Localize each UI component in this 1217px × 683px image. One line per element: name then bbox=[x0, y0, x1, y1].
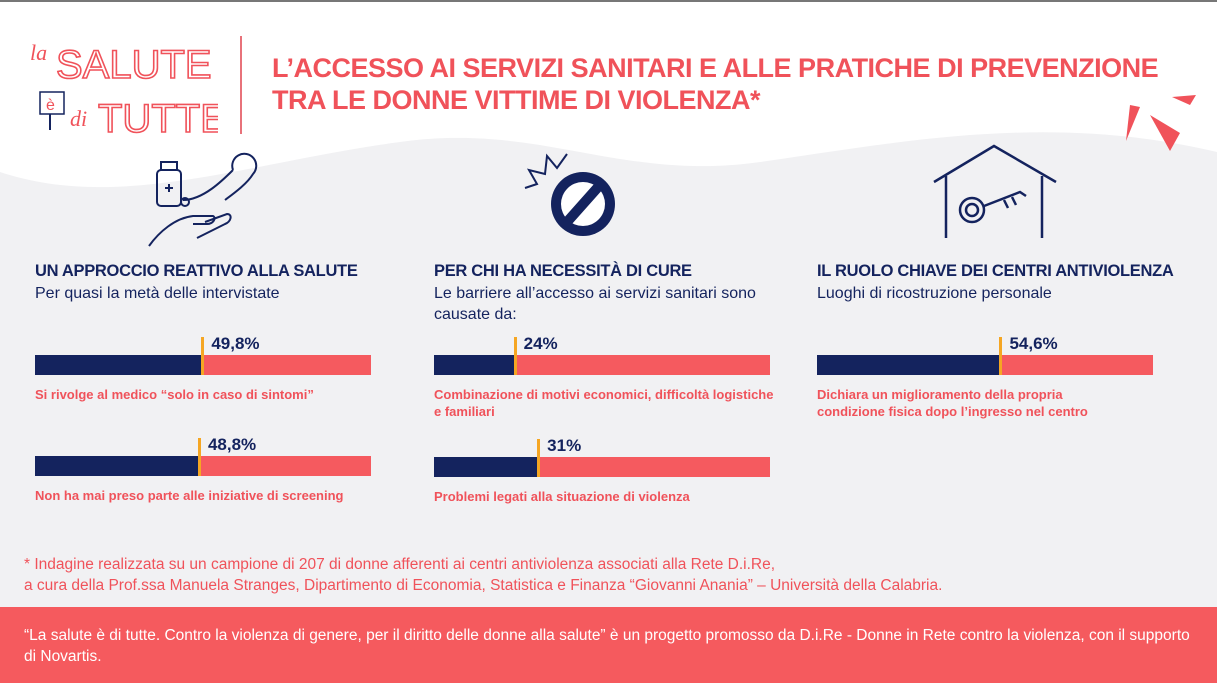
section-subtitle: Le barriere all’accesso ai servizi sanit… bbox=[434, 285, 756, 323]
logo: la SALUTE TUTTE di è bbox=[30, 40, 218, 140]
bar-fill bbox=[35, 456, 199, 476]
bar-1: 48,8% bbox=[35, 435, 371, 476]
bar-value-label: 31% bbox=[547, 436, 582, 455]
header-divider bbox=[240, 36, 242, 134]
bar-fill bbox=[817, 355, 1001, 375]
title-line-1: L’ACCESSO AI SERVIZI SANITARI E ALLE PRA… bbox=[272, 53, 1159, 83]
bar-caption: Non ha mai preso parte alle iniziative d… bbox=[35, 488, 344, 503]
bar-fill bbox=[35, 355, 203, 375]
white-wave-background bbox=[0, 2, 1217, 188]
section-subtitle: Luoghi di ricostruzione personale bbox=[817, 285, 1052, 302]
survey-note: * Indagine realizzata su un campione di … bbox=[24, 554, 942, 596]
bar-marker bbox=[201, 337, 205, 375]
bar-0: 49,8% bbox=[35, 334, 371, 375]
bar-3: 31% bbox=[434, 436, 770, 477]
bar-marker bbox=[513, 337, 517, 375]
bar-fill bbox=[434, 355, 515, 375]
title-line-2: TRA LE DONNE VITTIME DI VIOLENZA* bbox=[272, 85, 761, 115]
bar-caption: Problemi legati alla situazione di viole… bbox=[434, 489, 690, 504]
top-border bbox=[0, 0, 1217, 2]
bar-caption: Combinazione di motivi economici, diffic… bbox=[434, 387, 774, 419]
bar-caption: Dichiara un miglioramento della propria … bbox=[817, 387, 1088, 419]
bar-marker bbox=[197, 438, 201, 476]
note-line-2: a cura della Prof.ssa Manuela Stranges, … bbox=[24, 577, 943, 594]
svg-text:la: la bbox=[30, 40, 47, 65]
svg-text:SALUTE: SALUTE bbox=[56, 43, 212, 87]
section-heading: PER CHI HA NECESSITÀ DI CURE bbox=[434, 262, 692, 280]
bar-caption: Si rivolge al medico “solo in caso di si… bbox=[35, 387, 314, 402]
section-care-barriers: PER CHI HA NECESSITÀ DI CURE Le barriere… bbox=[434, 262, 774, 325]
svg-text:di: di bbox=[70, 106, 87, 131]
svg-text:TUTTE: TUTTE bbox=[98, 97, 218, 140]
spark-decoration-icon bbox=[1126, 95, 1196, 151]
note-line-1: * Indagine realizzata su un campione di … bbox=[24, 556, 776, 573]
page-title: L’ACCESSO AI SERVIZI SANITARI E ALLE PRA… bbox=[272, 52, 1159, 116]
footer-text: “La salute è di tutte. Contro la violenz… bbox=[24, 627, 1190, 665]
bar-value-label: 54,6% bbox=[1009, 334, 1058, 353]
footer-banner: “La salute è di tutte. Contro la violenz… bbox=[0, 607, 1217, 683]
hand-medicine-stethoscope-icon bbox=[148, 152, 258, 247]
section-subtitle: Per quasi la metà delle intervistate bbox=[35, 285, 280, 302]
bar-value-label: 24% bbox=[523, 334, 558, 353]
svg-text:è: è bbox=[46, 97, 55, 114]
bar-2: 24% bbox=[434, 334, 770, 375]
section-reactive-approach: UN APPROCCIO REATTIVO ALLA SALUTE Per qu… bbox=[35, 262, 415, 304]
section-heading: IL RUOLO CHIAVE DEI CENTRI ANTIVIOLENZA bbox=[817, 262, 1174, 280]
bar-value-label: 49,8% bbox=[211, 334, 260, 353]
bar-value-label: 48,8% bbox=[207, 435, 257, 454]
bar-fill bbox=[434, 457, 539, 477]
section-antiviolence-centers: IL RUOLO CHIAVE DEI CENTRI ANTIVIOLENZA … bbox=[817, 262, 1197, 304]
section-heading: UN APPROCCIO REATTIVO ALLA SALUTE bbox=[35, 262, 358, 280]
house-key-icon bbox=[933, 144, 1057, 238]
bar-marker bbox=[999, 337, 1003, 375]
bar-4: 54,6% bbox=[817, 334, 1153, 375]
prohibited-sign-icon bbox=[524, 153, 615, 236]
bar-marker bbox=[537, 439, 541, 477]
